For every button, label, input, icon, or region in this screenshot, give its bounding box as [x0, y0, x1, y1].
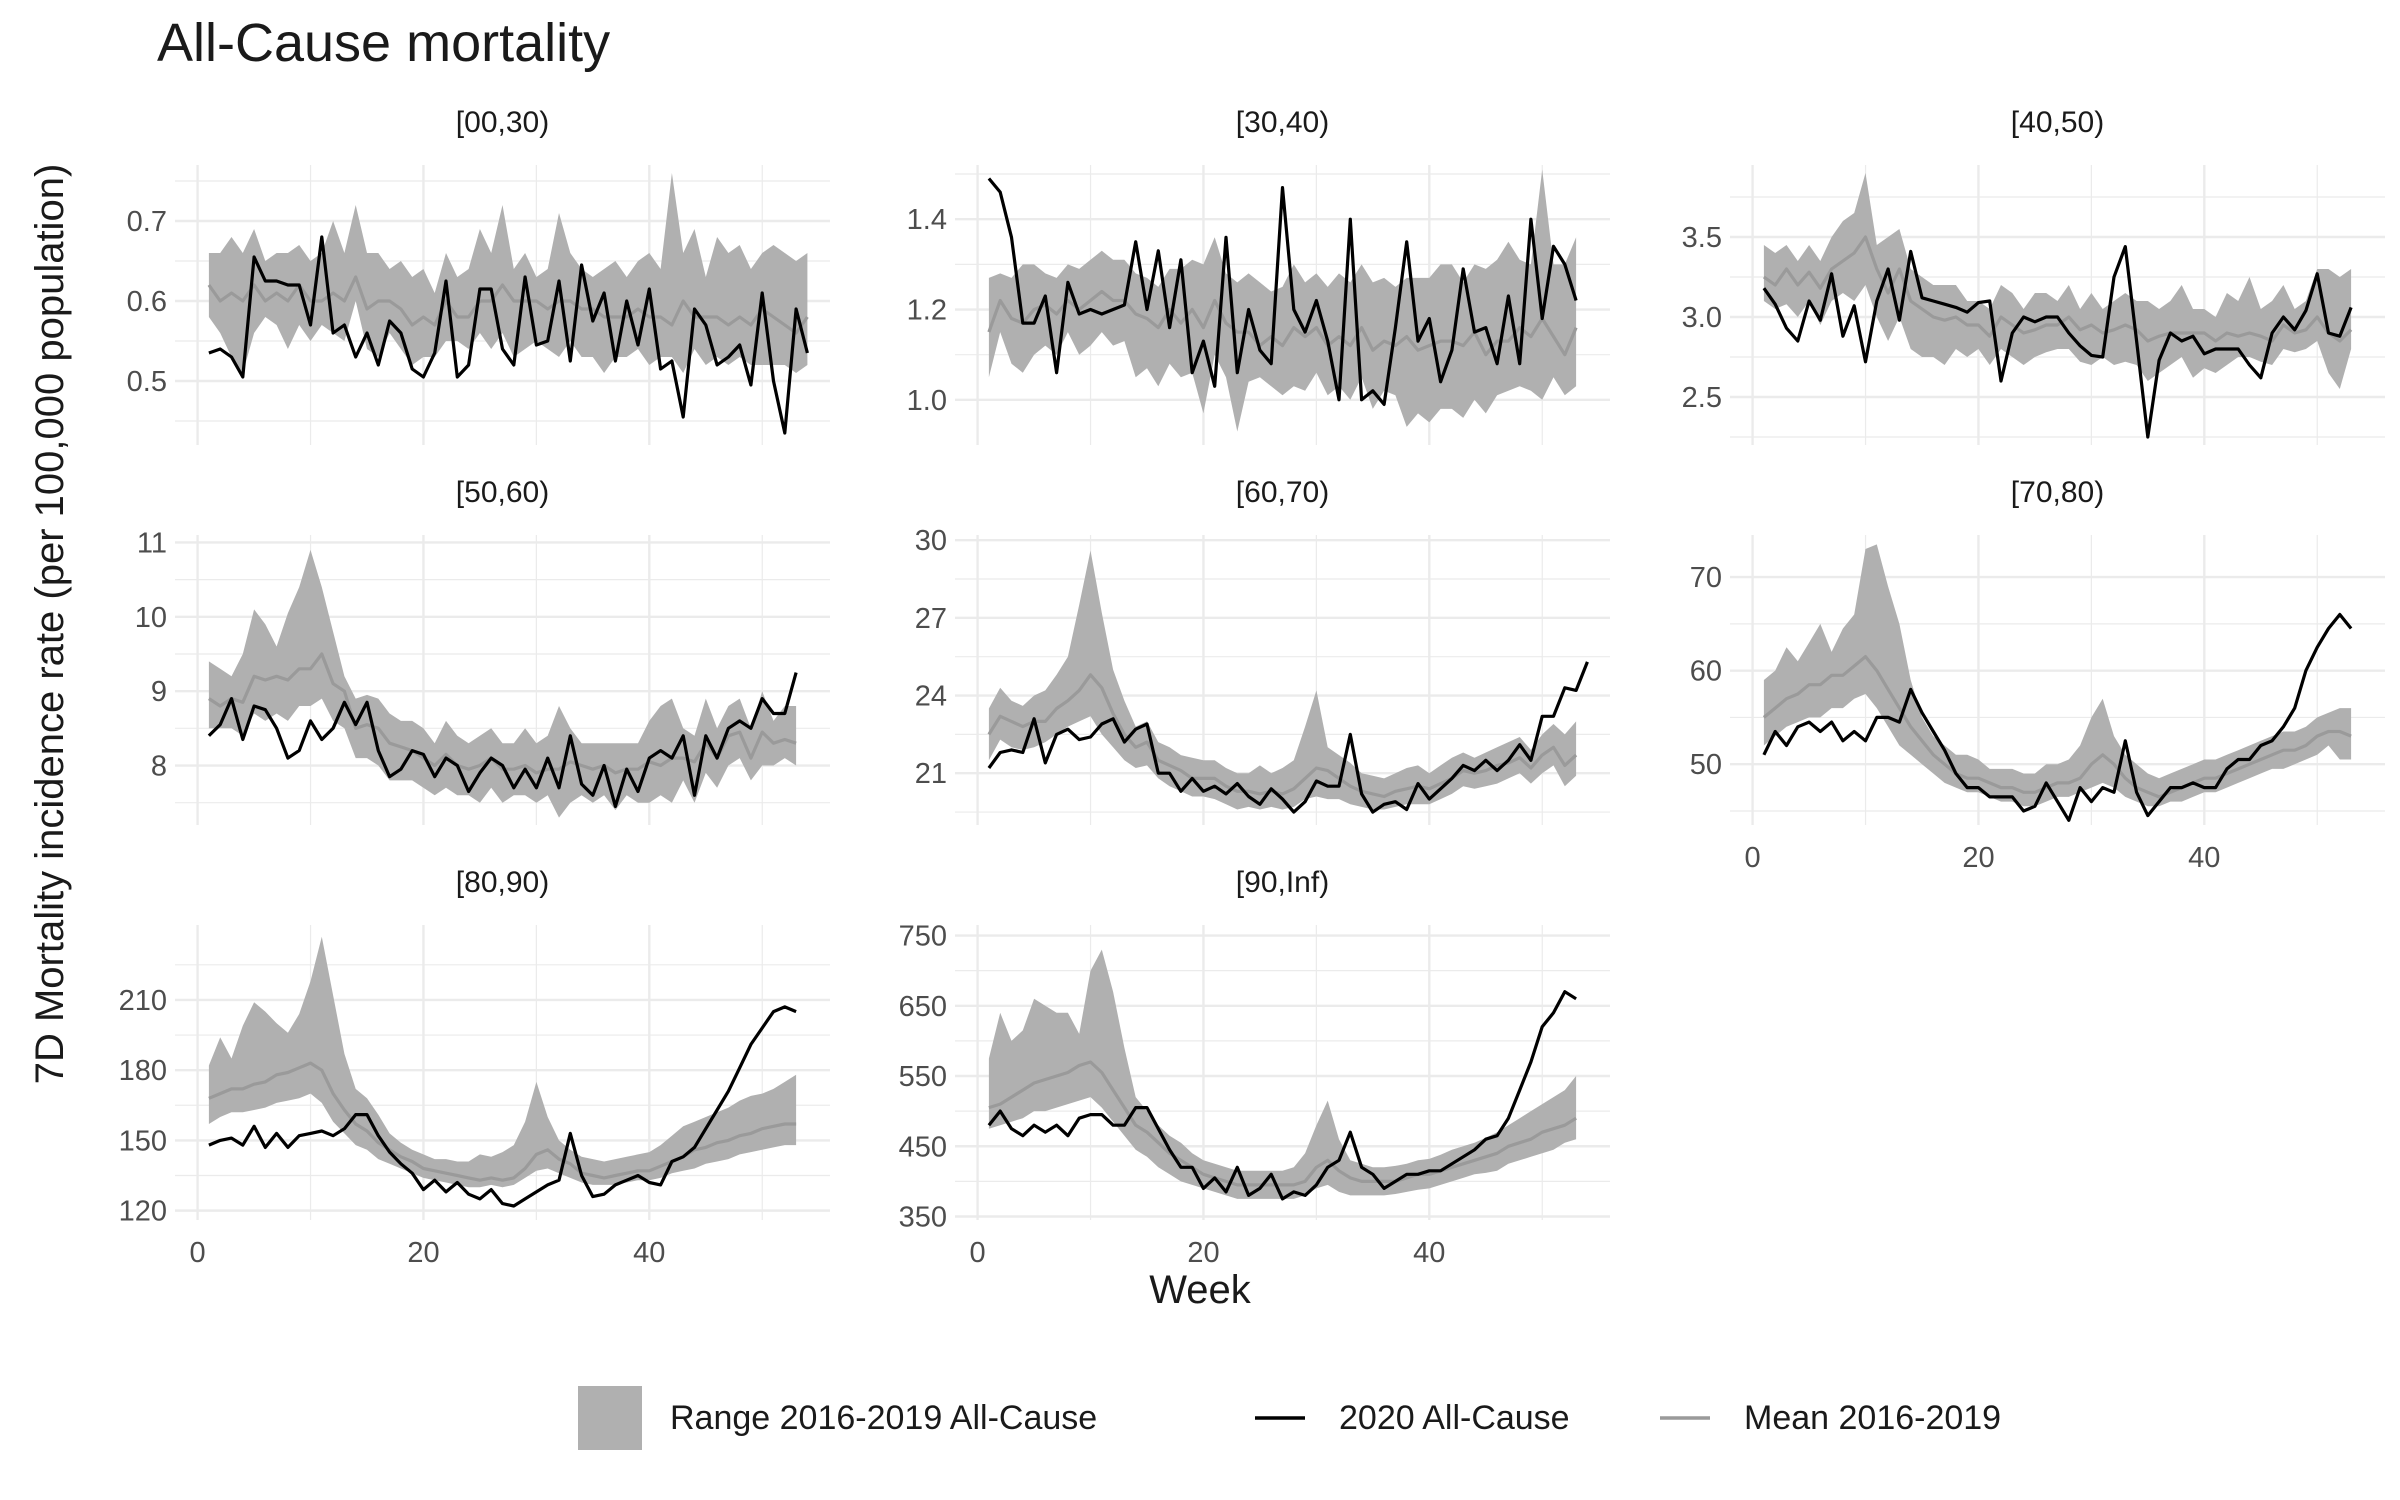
line-2020-all-cause	[987, 990, 1577, 1201]
y-tick-label: 70	[1690, 562, 1722, 594]
facet-strip-label: [30,40)	[1236, 106, 1329, 139]
facet-strip-label: [40,50)	[2011, 106, 2104, 139]
y-tick-label: 0.6	[127, 286, 167, 318]
legend-label: 2020 All-Cause	[1339, 1399, 1570, 1437]
mean-2016-2019-line	[208, 652, 797, 775]
mean-2016-2019-line	[1762, 235, 2353, 343]
mean-2016-2019-line	[987, 289, 1578, 357]
range-band	[988, 169, 1577, 432]
y-tick-label: 550	[899, 1061, 947, 1093]
y-tick-label: 3.0	[1682, 302, 1722, 334]
x-axis-title: Week	[1149, 1268, 1251, 1312]
facet-strip-label: [00,30)	[456, 106, 549, 139]
y-tick-label: 650	[899, 991, 947, 1023]
y-tick-label: 21	[915, 758, 947, 790]
range-band	[208, 173, 808, 373]
y-tick-label: 3.5	[1682, 222, 1722, 254]
y-tick-label: 1.0	[907, 385, 947, 417]
x-tick-label: 40	[1413, 1237, 1445, 1269]
y-tick-label: 0.5	[127, 366, 167, 398]
y-tick-label: 450	[899, 1131, 947, 1163]
line-2020-all-cause	[208, 235, 809, 435]
y-tick-label: 11	[137, 527, 167, 559]
x-tick-label: 40	[2188, 842, 2220, 874]
range-band	[988, 550, 1577, 810]
range-band	[1763, 173, 2352, 389]
facet-strip-label: [90,Inf)	[1236, 866, 1329, 899]
mean-2016-2019-line	[1762, 655, 2352, 799]
range-band	[208, 936, 797, 1188]
y-axis-title: 7D Mortality incidence rate (per 100,000…	[28, 163, 72, 1085]
facet-strip-label: [70,80)	[2011, 476, 2104, 509]
facet-panel: [40,50) 2.5 3.0 3.5	[1682, 106, 2385, 445]
facet-panel: [50,60) 8 9 10 11	[135, 476, 830, 825]
legend-key-band	[578, 1386, 642, 1450]
y-tick-label: 180	[119, 1055, 167, 1087]
mean-2016-2019-line	[987, 673, 1578, 799]
y-tick-label: 50	[1690, 749, 1722, 781]
line-2020-all-cause	[987, 661, 1589, 814]
range-band	[1763, 544, 2352, 807]
chart-title: All-Cause mortality	[157, 13, 611, 73]
facet-strip-label: [80,90)	[456, 866, 549, 899]
y-tick-label: 24	[915, 681, 947, 713]
range-band	[208, 549, 797, 818]
line-2020-all-cause	[987, 177, 1578, 406]
mean-2016-2019-line	[208, 1061, 797, 1182]
facet-strip-label: [50,60)	[456, 476, 549, 509]
x-tick-label: 0	[970, 1237, 986, 1269]
facet-strip-label: [60,70)	[1236, 476, 1329, 509]
range-band	[988, 949, 1577, 1199]
mean-2016-2019-line	[207, 275, 809, 335]
legend-label: Mean 2016-2019	[1744, 1399, 2001, 1437]
x-tick-label: 0	[1745, 842, 1761, 874]
y-tick-label: 150	[119, 1125, 167, 1157]
line-2020-all-cause	[208, 1005, 797, 1208]
y-tick-label: 1.4	[907, 204, 947, 236]
y-tick-label: 8	[151, 751, 167, 783]
x-tick-label: 20	[407, 1237, 439, 1269]
legend: Range 2016-2019 All-Cause 2020 All-Cause M…	[578, 1386, 2001, 1450]
legend-label: Range 2016-2019 All-Cause	[670, 1399, 1097, 1437]
facet-panel: [80,90) 120 150 180 210 0 20 40	[119, 866, 830, 1269]
x-tick-label: 40	[633, 1237, 665, 1269]
y-tick-label: 9	[151, 676, 167, 708]
y-tick-label: 27	[915, 603, 947, 635]
y-tick-label: 1.2	[907, 295, 947, 327]
y-tick-label: 60	[1690, 656, 1722, 688]
mean-2016-2019-line	[988, 1060, 1577, 1187]
facet-panel: [90,Inf) 350 450 550 650 750 0 20 40	[899, 866, 1610, 1269]
y-tick-label: 210	[119, 985, 167, 1017]
line-2020-all-cause	[1762, 245, 2353, 439]
facet-panel: [30,40) 1.0 1.2 1.4	[907, 106, 1610, 445]
y-tick-label: 120	[119, 1196, 167, 1228]
y-tick-label: 2.5	[1682, 382, 1722, 414]
y-tick-label: 750	[899, 921, 947, 953]
y-tick-label: 0.7	[127, 206, 167, 238]
facet-panel: [60,70) 21 24 27 30	[915, 476, 1610, 825]
x-tick-label: 20	[1962, 842, 1994, 874]
facet-panel: [70,80) 50 60 70 0 20 40	[1690, 476, 2385, 874]
facet-panel: [00,30) 0.5 0.6 0.7	[127, 106, 830, 445]
y-tick-label: 30	[915, 525, 947, 557]
line-2020-all-cause	[1762, 612, 2353, 822]
y-tick-label: 350	[899, 1201, 947, 1233]
y-tick-label: 10	[135, 602, 167, 634]
x-tick-label: 0	[190, 1237, 206, 1269]
x-tick-label: 20	[1187, 1237, 1219, 1269]
line-2020-all-cause	[207, 672, 798, 808]
